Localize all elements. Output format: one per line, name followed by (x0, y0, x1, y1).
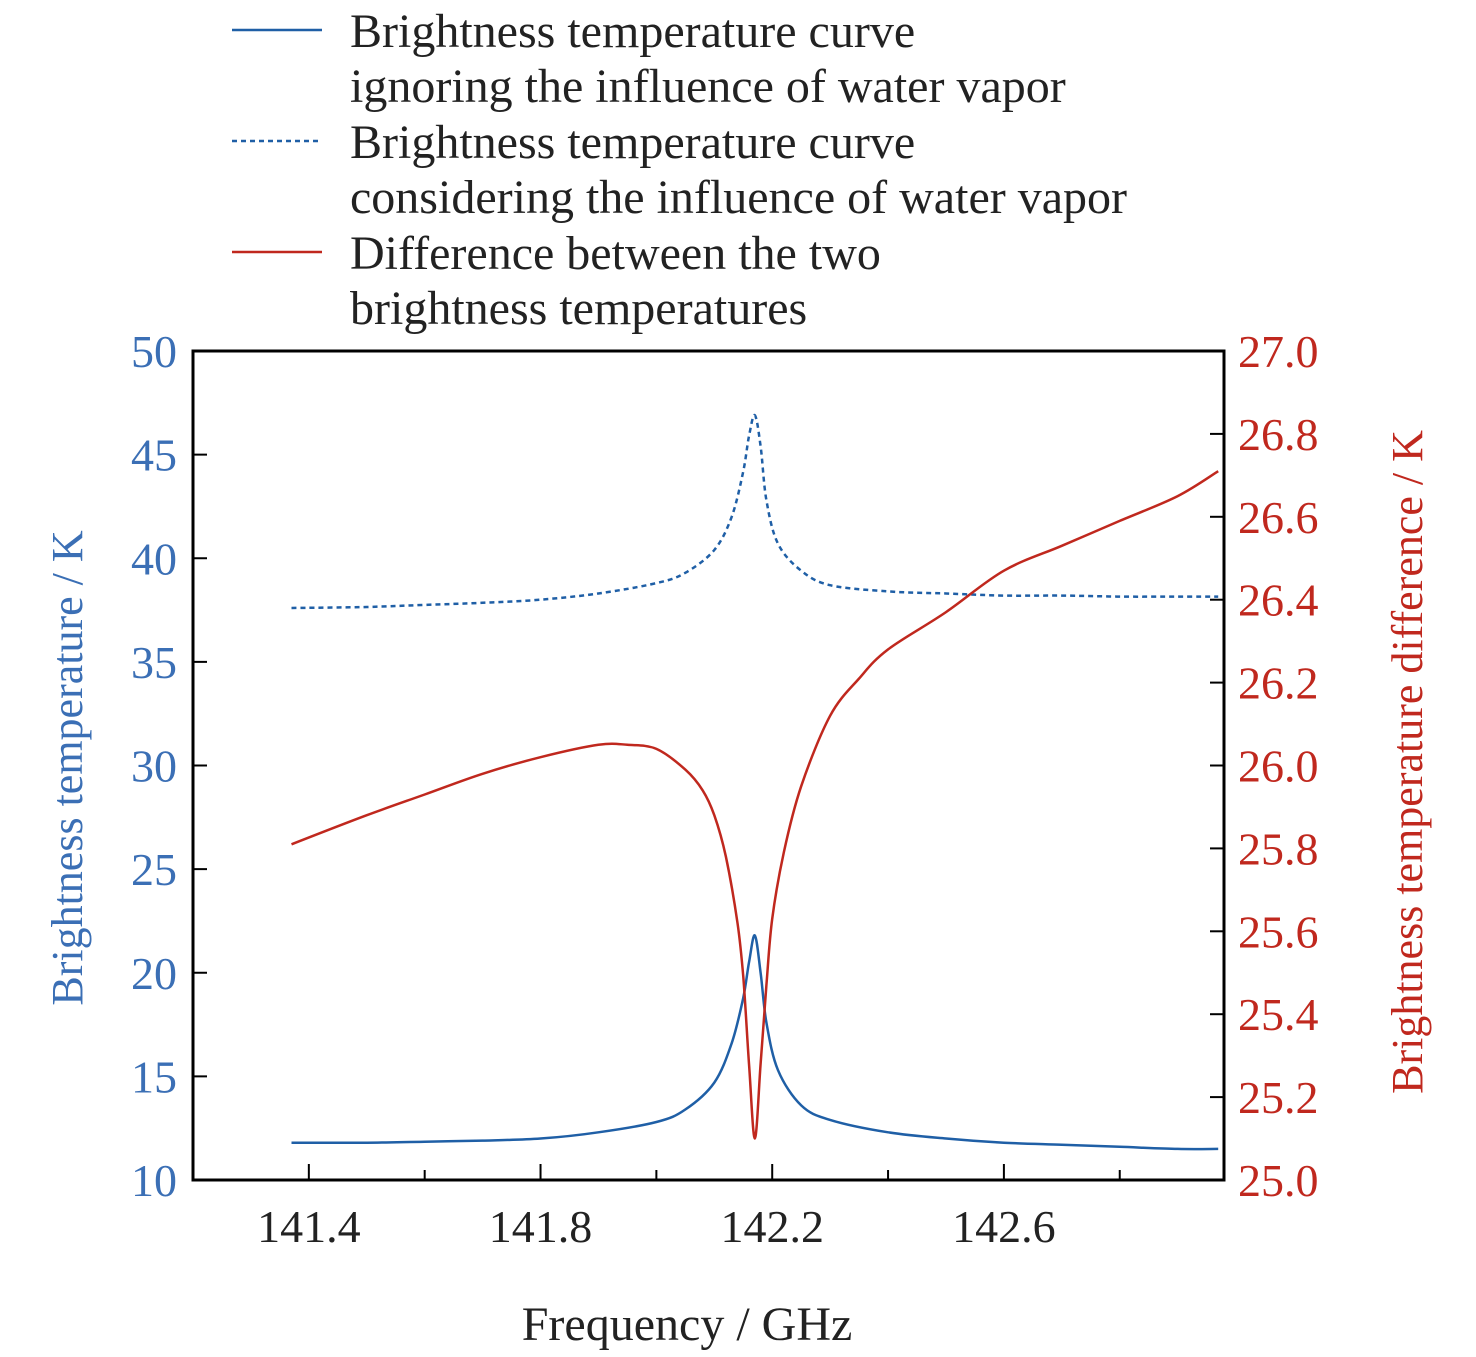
legend-label-line: brightness temperatures (350, 282, 807, 335)
legend-label-line: considering the influence of water vapor (350, 171, 1127, 224)
y-left-tick-label: 20 (131, 948, 177, 999)
series-layer (291, 413, 1219, 1151)
y-left-tick-label: 10 (131, 1155, 177, 1206)
y-left-tick-label: 35 (131, 637, 177, 688)
x-tick-label: 141.8 (489, 1201, 593, 1252)
y-right-tick-label: 25.0 (1238, 1155, 1319, 1206)
plot-frame (191, 349, 1226, 1182)
y-left-tick-label: 40 (131, 533, 177, 584)
y-right-tick-label: 26.4 (1238, 575, 1319, 626)
y-right-tick-label: 25.2 (1238, 1072, 1319, 1123)
series-difference (291, 470, 1219, 1140)
y-left-tick-label: 30 (131, 741, 177, 792)
y-right-tick-label: 25.8 (1238, 823, 1319, 874)
legend-label-line: ignoring the influence of water vapor (350, 60, 1066, 113)
y-right-tick-label: 27.0 (1238, 326, 1319, 377)
y-right-tick-label: 26.6 (1238, 492, 1319, 543)
y-left-tick-label: 45 (131, 430, 177, 481)
x-tick-label: 142.6 (952, 1201, 1056, 1252)
x-tick-label: 142.2 (720, 1201, 824, 1252)
y-right-tick-label: 26.8 (1238, 409, 1319, 460)
series-considering-water-vapor (291, 413, 1219, 610)
y-axis-label-left: Brightness temperature / K (43, 530, 92, 1006)
plot-area: 141.4 141.8 142.2 142.6 10 15 20 25 30 35 40 45 50 25… (131, 326, 1319, 1252)
y-right-tick-label: 26.2 (1238, 658, 1319, 709)
series-ignoring-water-vapor (291, 934, 1219, 1151)
y-right-tick-label: 25.4 (1238, 989, 1319, 1040)
legend-entry-considering: Brightness temperature curveconsidering … (232, 116, 1127, 224)
y-left-tick-label: 50 (131, 326, 177, 377)
y-left-tick-label: 25 (131, 844, 177, 895)
ticks-layer: 141.4 141.8 142.2 142.6 10 15 20 25 30 35 40 45 50 25… (131, 326, 1319, 1252)
legend-label-line: Brightness temperature curve (350, 5, 915, 58)
y-right-tick-label: 25.6 (1238, 906, 1319, 957)
legend-label-line: Difference between the two (350, 227, 881, 280)
y-left-tick-label: 15 (131, 1051, 177, 1102)
y-axis-label-right: Brightness temperature difference / K (1383, 430, 1432, 1094)
y-right-tick-label: 26.0 (1238, 741, 1319, 792)
x-tick-label: 141.4 (257, 1201, 361, 1252)
x-axis-label: Frequency / GHz (522, 1298, 853, 1351)
legend-label-line: Brightness temperature curve (350, 116, 915, 169)
